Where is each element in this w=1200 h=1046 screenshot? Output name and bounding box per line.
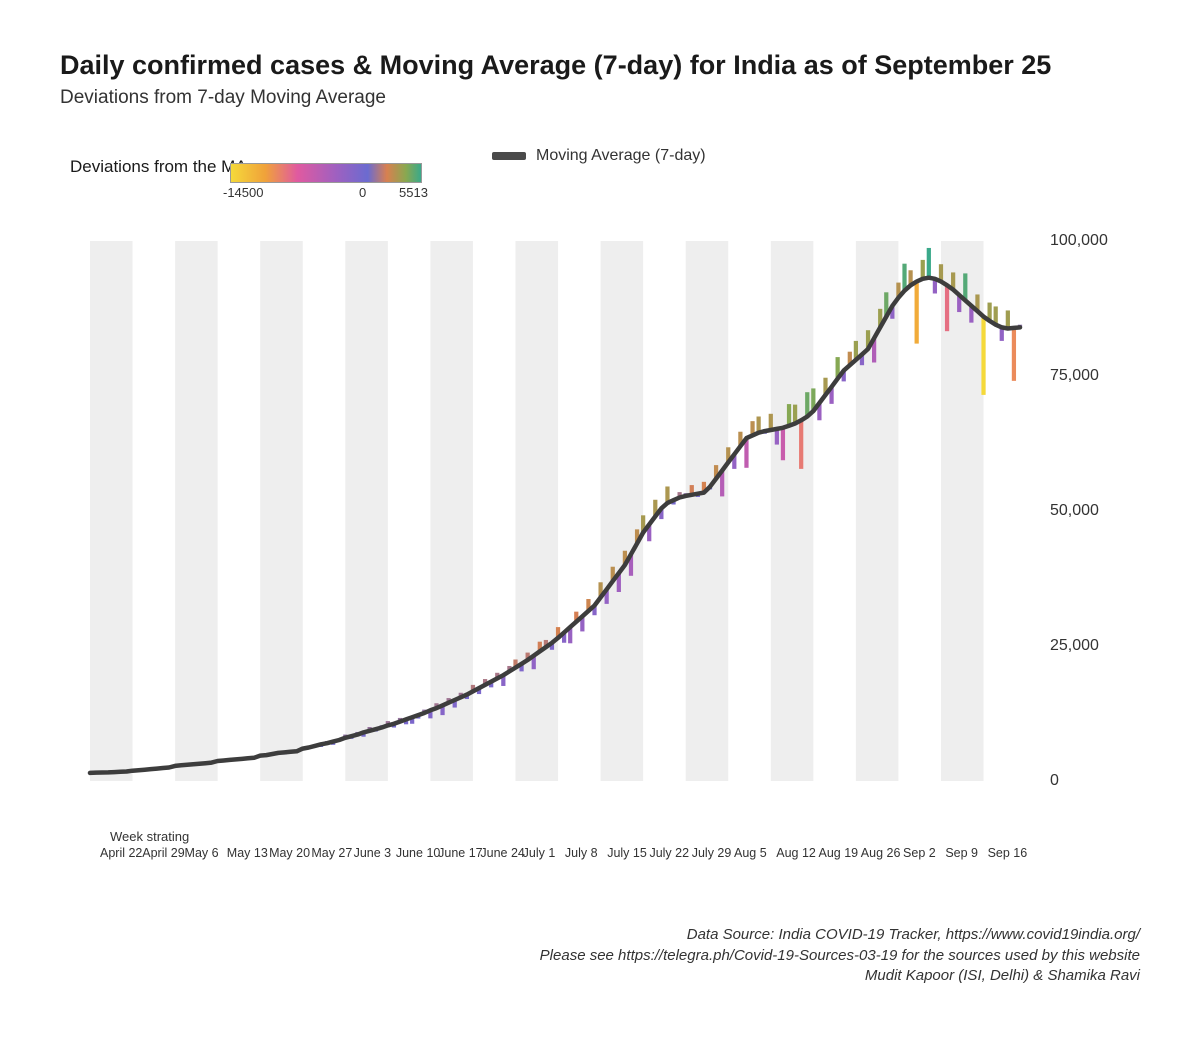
x-tick-label: Sep 2 [903, 846, 945, 860]
x-tick-label: Aug 26 [861, 846, 903, 860]
ma-legend-label: Moving Average (7-day) [536, 147, 706, 165]
y-tick-label: 75,000 [1050, 367, 1099, 385]
gradient-legend: Deviations from the MA -14500 0 5513 [230, 139, 422, 201]
x-tick-label: Sep 16 [988, 846, 1030, 860]
chart-page: Daily confirmed cases & Moving Average (… [0, 0, 1200, 1046]
y-tick-label: 0 [1050, 772, 1059, 790]
y-tick-label: 50,000 [1050, 502, 1099, 520]
x-tick-label: July 29 [692, 846, 734, 860]
x-tick-label: May 6 [185, 846, 227, 860]
x-tick-label: Aug 12 [776, 846, 818, 860]
gradient-bar [230, 163, 422, 183]
x-axis-title: Week strating [110, 829, 1160, 844]
gradient-ticks: -14500 0 5513 [231, 183, 421, 201]
y-tick-label: 25,000 [1050, 637, 1099, 655]
x-tick-label: May 20 [269, 846, 311, 860]
x-tick-label: June 24 [480, 846, 522, 860]
footer-line-1: Data Source: India COVID-19 Tracker, htt… [540, 925, 1140, 945]
x-tick-label: July 15 [607, 846, 649, 860]
x-tick-label: Aug 19 [819, 846, 861, 860]
footer-credits: Data Source: India COVID-19 Tracker, htt… [540, 925, 1140, 986]
gradient-zero-label: 0 [359, 185, 366, 200]
x-tick-label: April 22 [100, 846, 142, 860]
x-tick-label: May 13 [227, 846, 269, 860]
x-tick-label: June 10 [396, 846, 438, 860]
y-tick-label: 100,000 [1050, 232, 1108, 250]
x-tick-label: June 3 [354, 846, 396, 860]
x-tick-label: May 27 [311, 846, 353, 860]
footer-line-2: Please see https://telegra.ph/Covid-19-S… [540, 946, 1140, 966]
gradient-max-label: 5513 [399, 185, 428, 200]
ma-swatch [492, 152, 526, 160]
chart-svg [80, 231, 1030, 791]
page-title: Daily confirmed cases & Moving Average (… [60, 50, 1160, 81]
x-tick-label: July 22 [649, 846, 691, 860]
x-tick-label: July 8 [565, 846, 607, 860]
x-axis-labels: April 22April 29May 6May 13May 20May 27J… [100, 846, 1160, 860]
x-tick-label: July 1 [523, 846, 565, 860]
x-tick-label: June 17 [438, 846, 480, 860]
ma-legend: Moving Average (7-day) [492, 147, 706, 165]
x-tick-label: April 29 [142, 846, 184, 860]
legend-row: Deviations from the MA -14500 0 5513 Mov… [60, 139, 1160, 201]
x-tick-label: Sep 9 [945, 846, 987, 860]
gradient-legend-label: Deviations from the MA [70, 157, 247, 177]
footer-line-3: Mudit Kapoor (ISI, Delhi) & Shamika Ravi [540, 966, 1140, 986]
gradient-min-label: -14500 [223, 185, 263, 200]
x-tick-label: Aug 5 [734, 846, 776, 860]
chart-area: 0 25,000 50,000 75,000 100,000 [80, 231, 1160, 821]
page-subtitle: Deviations from 7-day Moving Average [60, 87, 1160, 109]
